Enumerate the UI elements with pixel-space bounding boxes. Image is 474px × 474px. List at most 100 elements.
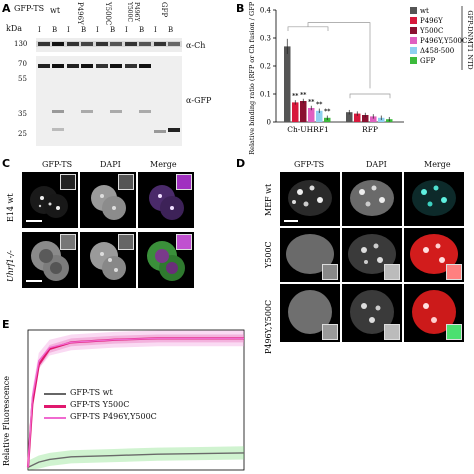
col-gfp-ts-d: GFP-TS bbox=[294, 160, 325, 169]
legend-wt-label: GFP-TS wt bbox=[70, 388, 113, 397]
marker-55: 55 bbox=[18, 75, 27, 83]
legend-wt-swatch bbox=[44, 393, 66, 395]
micrograph-d-merge-mef bbox=[404, 172, 464, 226]
inset-zoom bbox=[322, 324, 338, 340]
sub-lane-label: B bbox=[52, 26, 58, 34]
legend-swatch bbox=[410, 17, 417, 24]
y-tick-label: 0.3 bbox=[260, 35, 271, 43]
row-label-mef: MEF wt bbox=[264, 172, 276, 228]
lane-wt: wt bbox=[50, 6, 61, 15]
micrograph-c-merge-uhrf1 bbox=[138, 232, 194, 288]
y-tick-label: 0 bbox=[267, 119, 271, 127]
lane-gfp-text: GFP bbox=[160, 2, 168, 18]
row-label-uhrf1: Uhrf1-/- bbox=[6, 232, 18, 288]
significance-label: ** bbox=[324, 109, 330, 116]
panel-e-letter: E bbox=[2, 318, 10, 331]
col-merge-d: Merge bbox=[424, 160, 451, 169]
legend-swatch bbox=[410, 47, 417, 54]
micrograph-d-dapi-double bbox=[342, 284, 402, 342]
micrograph-d-gfp-mef bbox=[280, 172, 340, 226]
confidence-band bbox=[28, 330, 244, 470]
sub-lane-label: I bbox=[38, 26, 41, 34]
row-label-uhrf1-text: Uhrf1-/- bbox=[6, 250, 15, 282]
legend-title: GFP-DNMT1 NTD bbox=[466, 10, 474, 69]
bar bbox=[370, 116, 377, 122]
inset-zoom bbox=[60, 234, 76, 250]
western-blot-ch bbox=[36, 38, 182, 52]
micrograph-d-gfp-double bbox=[280, 284, 340, 342]
micrograph-d-dapi-y500c bbox=[342, 228, 402, 282]
y-tick-label: 0.1 bbox=[260, 91, 271, 99]
plot-frame bbox=[27, 329, 245, 471]
bar bbox=[284, 46, 291, 122]
legend-label: P496Y,Y500C bbox=[420, 37, 467, 45]
significance-label: ** bbox=[308, 99, 314, 106]
inset-zoom bbox=[446, 264, 462, 280]
fluorescence-recovery-chart bbox=[26, 329, 245, 471]
row-label-y500c-d: Y500C bbox=[264, 228, 276, 284]
sub-lane-label: B bbox=[110, 26, 116, 34]
bar bbox=[316, 110, 323, 122]
inset-zoom bbox=[118, 174, 134, 190]
row-label-e14: E14 wt bbox=[6, 172, 18, 228]
row-label-e14-text: E14 wt bbox=[6, 193, 15, 222]
micrograph-c-gfp-wt bbox=[22, 172, 78, 228]
row-label-y500c-d-text: Y500C bbox=[264, 241, 273, 268]
micrograph-c-gfp-uhrf1 bbox=[22, 232, 78, 288]
legend-swatch bbox=[410, 37, 417, 44]
significance-label: ** bbox=[300, 92, 306, 99]
micrograph-c-merge-wt bbox=[138, 172, 194, 228]
y-tick-label: 0.4 bbox=[260, 7, 272, 15]
category-label: Ch-UHRF1 bbox=[287, 125, 329, 134]
series-line bbox=[27, 337, 244, 468]
col-merge-c: Merge bbox=[150, 160, 177, 169]
panel-a-letter: A bbox=[2, 2, 11, 15]
sub-lane-label: B bbox=[168, 26, 174, 34]
lane-y500c-text: Y500C bbox=[104, 2, 112, 26]
sub-lane-label: B bbox=[139, 26, 145, 34]
panel-e-legend: GFP-TS wt GFP-TS Y500C GFP-TS P496Y,Y500… bbox=[44, 388, 244, 434]
panel-e-ylabel-text: Relative Fluorescence bbox=[2, 376, 11, 466]
legend-swatch bbox=[410, 27, 417, 34]
inset-zoom bbox=[384, 264, 400, 280]
panel-b-letter: B bbox=[236, 2, 245, 15]
marker-70: 70 bbox=[18, 60, 27, 68]
micrograph-d-gfp-y500c bbox=[280, 228, 340, 282]
significance-label: ** bbox=[316, 102, 322, 109]
inset-zoom bbox=[446, 324, 462, 340]
comparison-bracket bbox=[349, 93, 391, 99]
inset-zoom bbox=[176, 174, 192, 190]
micrograph-d-merge-y500c bbox=[404, 228, 464, 282]
legend-label: GFP bbox=[420, 57, 435, 65]
lane-p496y-text: P496Y bbox=[76, 2, 84, 25]
sub-lane-label: I bbox=[154, 26, 157, 34]
legend-y500c-swatch bbox=[44, 405, 66, 408]
legend-y500c-label: GFP-TS Y500C bbox=[70, 400, 130, 409]
significance-label: ** bbox=[292, 93, 298, 100]
comparison-bracket bbox=[287, 26, 329, 31]
series-line bbox=[27, 452, 245, 468]
legend-label: Y500C bbox=[419, 27, 443, 35]
y-tick-label: 0.2 bbox=[260, 63, 271, 71]
y-axis-label: Relative binding ratio (RFP or Ch fusion… bbox=[248, 0, 256, 155]
micrograph-d-merge-double bbox=[404, 284, 464, 342]
legend-double-swatch bbox=[44, 417, 66, 419]
panel-c-letter: C bbox=[2, 157, 11, 170]
inset-zoom bbox=[176, 234, 192, 250]
inset-zoom bbox=[384, 324, 400, 340]
sub-lane-label: I bbox=[96, 26, 99, 34]
legend-double-label: GFP-TS P496Y,Y500C bbox=[70, 412, 157, 421]
lane-sub-labels: I B I B I B I B I B bbox=[36, 26, 182, 36]
confidence-band bbox=[28, 446, 244, 470]
legend-label: P496Y bbox=[420, 17, 443, 25]
bar bbox=[362, 115, 369, 122]
legend-swatch bbox=[410, 57, 417, 64]
gfp-ts-row-label: GFP-TS bbox=[14, 4, 45, 13]
category-label: RFP bbox=[362, 125, 378, 134]
legend-label: wt bbox=[420, 7, 429, 15]
binding-ratio-bar-chart: 0 0.1 0.2 0.3 0.4 Relative binding ratio (RFP… bbox=[248, 0, 474, 155]
inset-zoom bbox=[60, 174, 76, 190]
col-dapi-c: DAPI bbox=[100, 160, 121, 169]
micrograph-c-dapi-uhrf1 bbox=[80, 232, 136, 288]
bar bbox=[308, 108, 315, 122]
